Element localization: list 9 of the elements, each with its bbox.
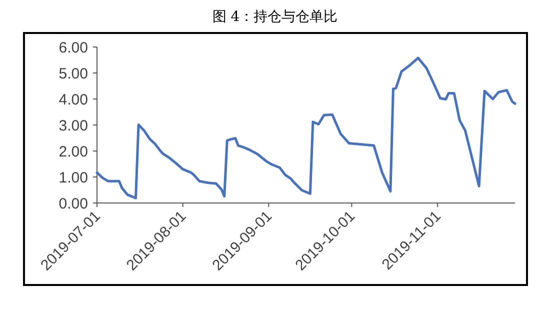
chart-title: 图 4：持仓与仓单比: [212, 9, 338, 25]
y-tick-label: 6.00: [58, 40, 88, 56]
line-series: [96, 56, 516, 200]
y-tick-label: 1.00: [58, 170, 88, 186]
y-tick-label: 2.00: [58, 144, 88, 160]
y-tick-label: 5.00: [58, 66, 88, 82]
y-tick-label: 0.00: [58, 196, 88, 212]
y-tick-label: 3.00: [58, 118, 88, 134]
y-tick-label: 4.00: [58, 92, 88, 108]
